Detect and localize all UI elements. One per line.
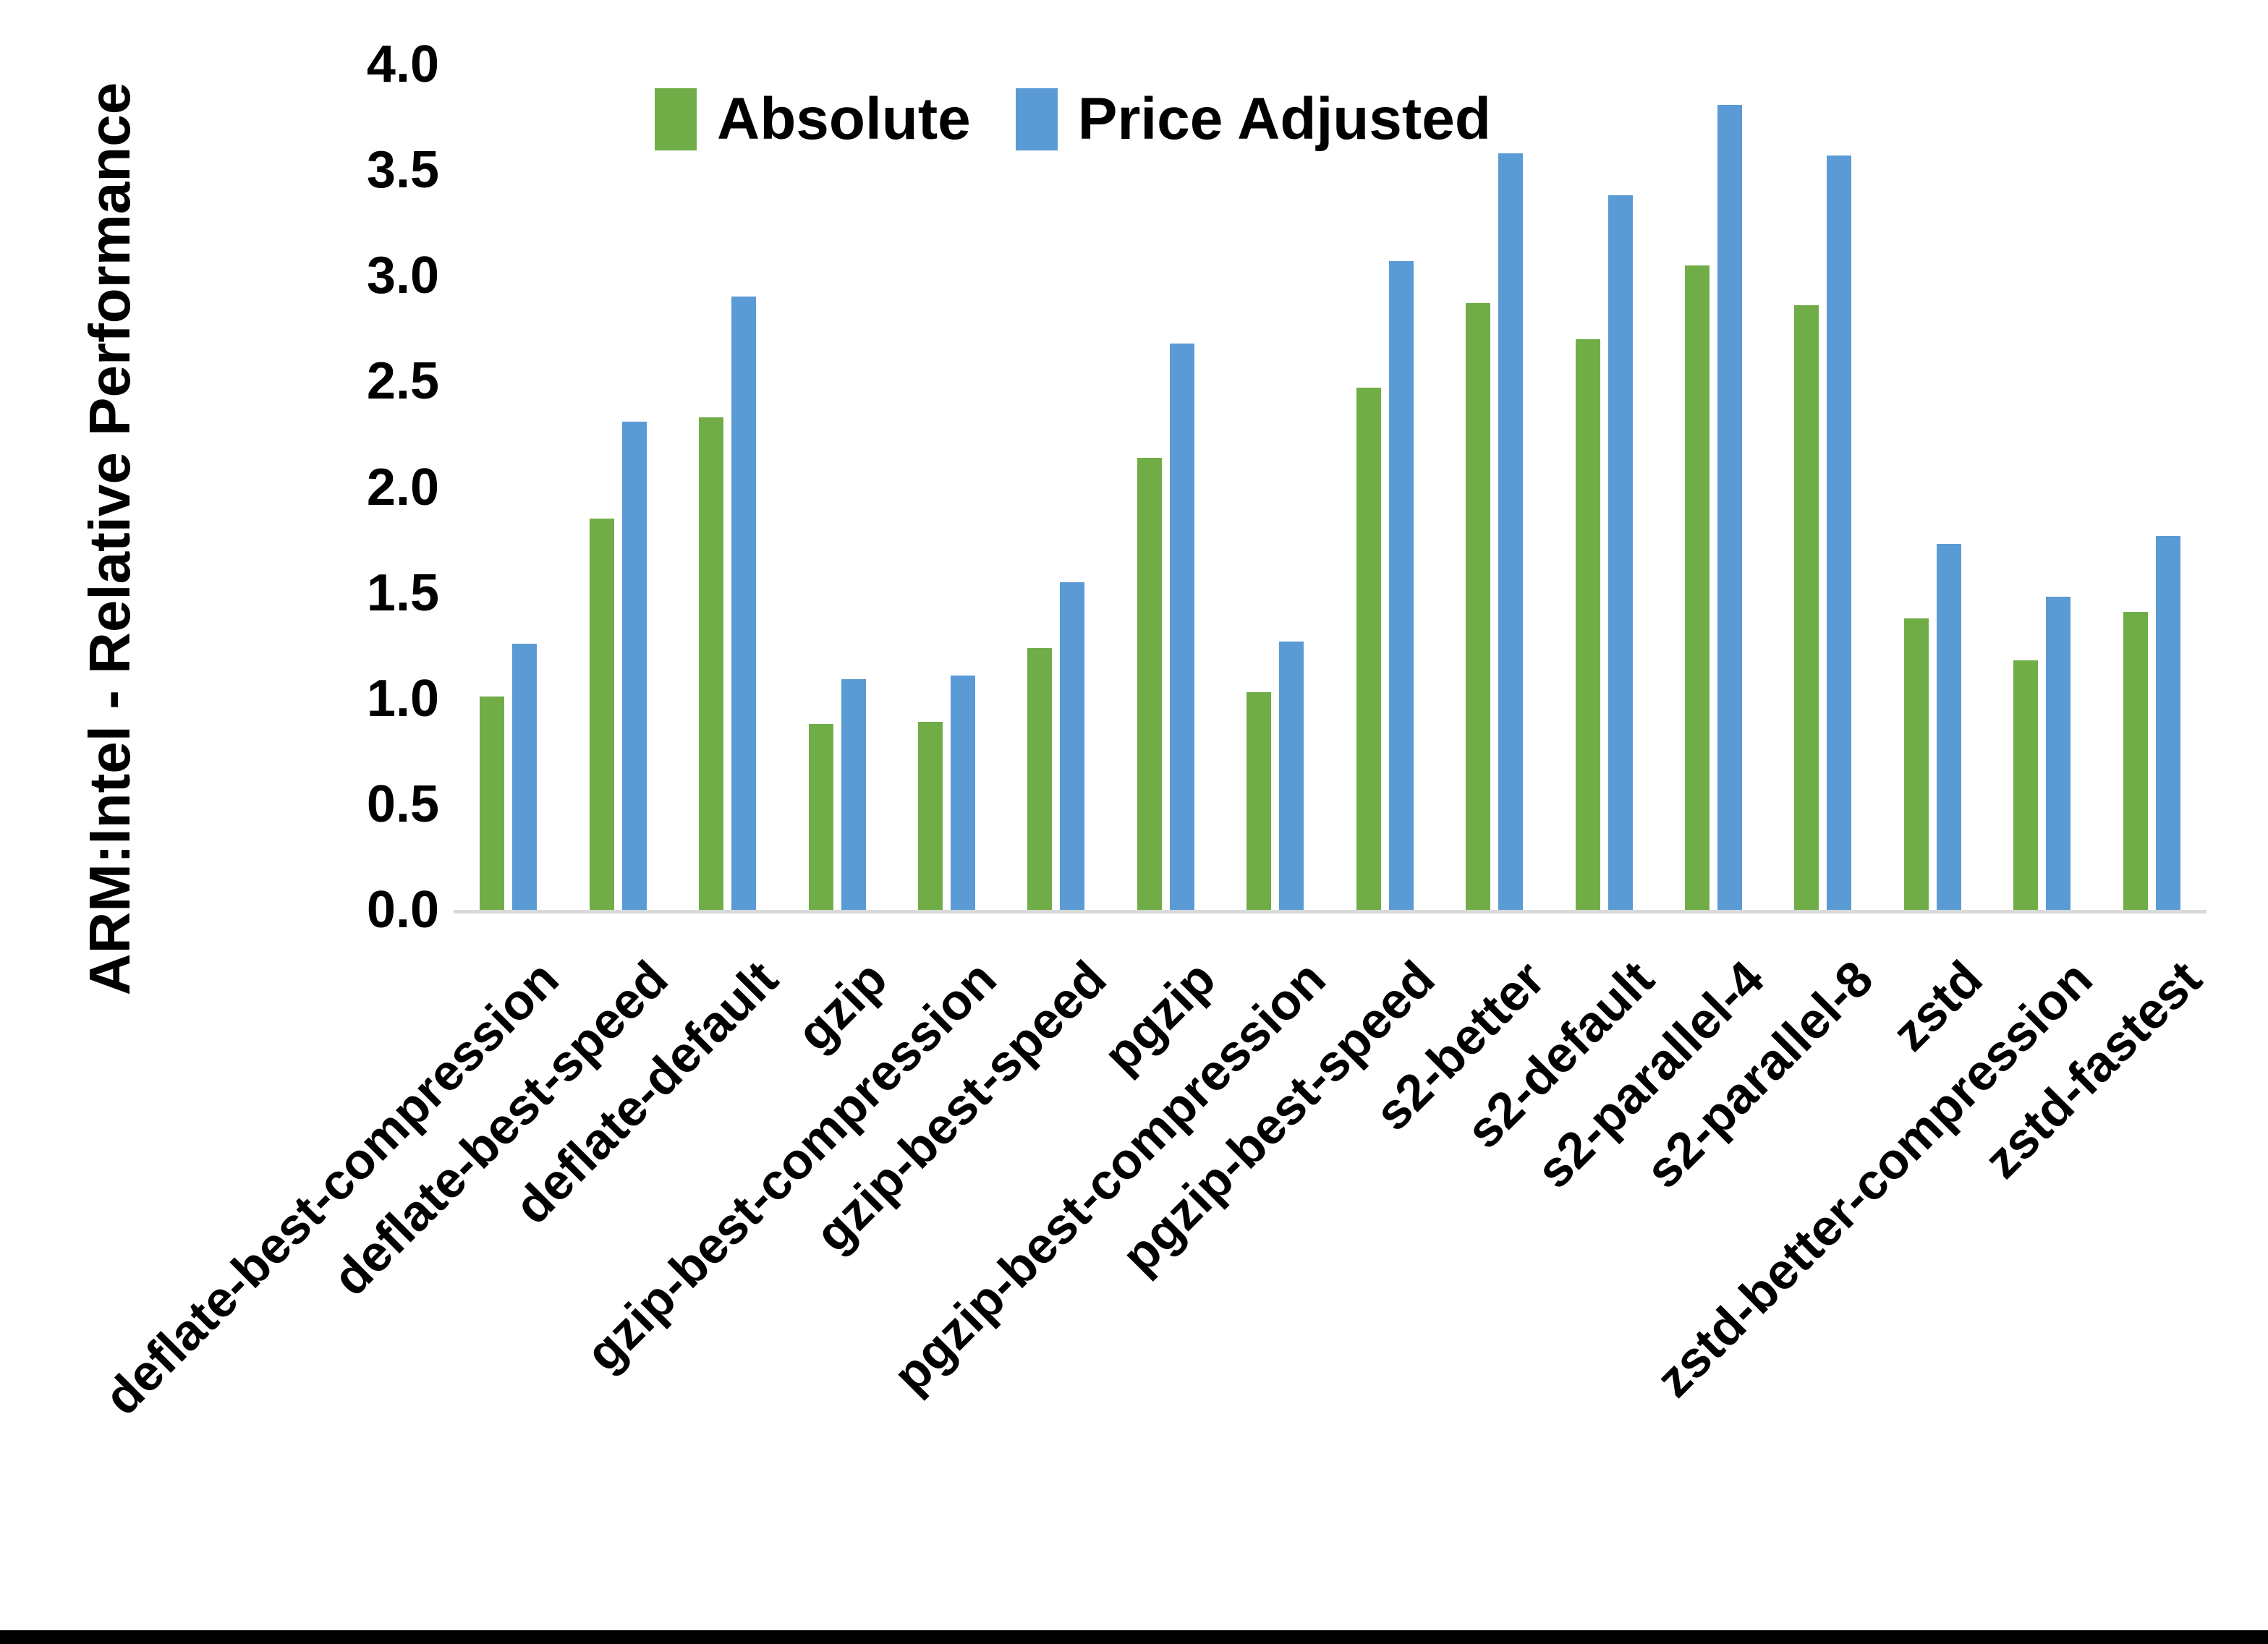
y-tick-label: 1.5 xyxy=(366,563,439,622)
bar-absolute-s2-default xyxy=(1576,339,1600,910)
bottom-edge-bar xyxy=(0,1630,2268,1644)
bar-price-adjusted-zstd-fastest xyxy=(2156,536,2180,910)
bar-absolute-deflate-default xyxy=(699,417,723,910)
bar-absolute-gzip xyxy=(809,724,833,910)
bar-price-adjusted-pgzip-best-compression xyxy=(1279,642,1304,910)
bar-price-adjusted-zstd-better-compression xyxy=(2046,597,2070,910)
legend: Absolute Price Adjusted xyxy=(655,85,1491,153)
legend-label-absolute: Absolute xyxy=(717,86,971,152)
bar-absolute-zstd-better-compression xyxy=(2013,660,2038,910)
y-tick-label: 0.5 xyxy=(366,775,439,833)
bar-price-adjusted-s2-better xyxy=(1498,153,1523,910)
bar-price-adjusted-pgzip-best-speed xyxy=(1389,261,1414,910)
legend-label-price-adjusted: Price Adjusted xyxy=(1077,86,1491,152)
bar-price-adjusted-gzip-best-speed xyxy=(1060,582,1084,910)
bar-absolute-pgzip xyxy=(1137,458,1162,910)
y-tick-label: 4.0 xyxy=(366,35,439,93)
bar-absolute-gzip-best-speed xyxy=(1027,648,1052,910)
bar-price-adjusted-deflate-best-speed xyxy=(622,422,647,910)
y-tick-label: 2.0 xyxy=(366,458,439,516)
bar-price-adjusted-gzip-best-compression xyxy=(951,676,975,910)
bar-absolute-pgzip-best-speed xyxy=(1356,388,1381,910)
bar-absolute-zstd xyxy=(1904,618,1929,910)
bar-absolute-s2-better xyxy=(1466,303,1490,910)
bar-price-adjusted-s2-default xyxy=(1608,195,1633,910)
y-tick-label: 2.5 xyxy=(366,352,439,411)
legend-item-absolute: Absolute xyxy=(655,85,971,153)
bar-absolute-s2-parallel-8 xyxy=(1794,305,1819,910)
y-tick-label: 1.0 xyxy=(366,669,439,728)
bar-absolute-gzip-best-compression xyxy=(918,722,943,910)
bar-price-adjusted-s2-parallel-4 xyxy=(1717,105,1742,910)
bar-price-adjusted-deflate-default xyxy=(731,297,756,910)
bar-price-adjusted-zstd xyxy=(1937,544,1961,910)
bar-absolute-deflate-best-compression xyxy=(480,697,504,910)
legend-item-price-adjusted: Price Adjusted xyxy=(1015,85,1491,153)
bar-absolute-s2-parallel-4 xyxy=(1685,265,1710,910)
y-tick-label: 3.5 xyxy=(366,141,439,200)
bar-price-adjusted-pgzip xyxy=(1170,344,1194,910)
bar-price-adjusted-s2-parallel-8 xyxy=(1827,156,1851,910)
x-axis-line xyxy=(454,910,2207,913)
bar-absolute-zstd-fastest xyxy=(2123,612,2148,910)
y-tick-label: 3.0 xyxy=(366,247,439,305)
bar-absolute-pgzip-best-compression xyxy=(1246,692,1271,910)
bar-price-adjusted-gzip xyxy=(841,679,866,910)
bar-absolute-deflate-best-speed xyxy=(590,519,614,910)
bar-price-adjusted-deflate-best-compression xyxy=(512,644,537,910)
y-tick-label: 0.0 xyxy=(366,881,439,939)
legend-swatch-absolute-icon xyxy=(655,88,697,150)
legend-swatch-price-adjusted-icon xyxy=(1015,88,1058,150)
